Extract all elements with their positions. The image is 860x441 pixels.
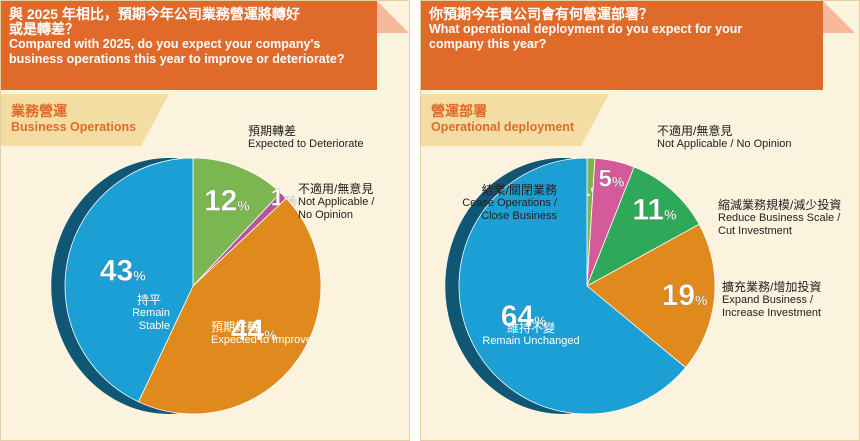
label-cease-zh: 結業/關閉業務 [481, 183, 557, 197]
label-cease-en-2: Close Business [481, 210, 557, 222]
operational-deployment-panel: 你預期今年貴公司會有何營運部署？ What operational deploy… [420, 0, 860, 441]
question-zh-line-2: 或是轉差？ [9, 21, 79, 37]
section-title-en: Operational deployment [431, 120, 575, 134]
pie-value-label-2: 44% [231, 314, 277, 347]
label-cease: 結業/關閉業務 Cease Operations / Close Busines… [439, 184, 557, 223]
question-zh: 你預期今年貴公司會有何營運部署？ [429, 6, 653, 22]
question-en-line-2: company this year? [429, 37, 547, 51]
label-na: 不適用/無意見 Not Applicable / No Opinion [657, 125, 792, 151]
pie-slice-2 [586, 166, 700, 287]
pie-slice-3 [586, 223, 716, 369]
section-band [1, 94, 141, 146]
label-expand-en-1: Expand Business / [722, 294, 814, 306]
section-title-zh: 營運部署 [431, 103, 487, 119]
question-en-line-1: What operational deployment do you expec… [429, 22, 743, 36]
header-fold [823, 1, 855, 33]
label-na-en: Not Applicable / No Opinion [657, 138, 792, 150]
label-stable-en: Remain Stable [132, 307, 170, 332]
section-title-en: Business Operations [11, 120, 137, 134]
label-expand-en-2: Increase Investment [722, 307, 822, 319]
pie-slice-0 [192, 157, 282, 288]
pie-slice-2 [137, 197, 322, 415]
header-fold [377, 1, 409, 33]
question-header [421, 1, 823, 90]
label-reduce-zh: 縮減業務規模/減少投資 [718, 198, 842, 212]
question-text: 與 2025 年相比，預期今年公司業務營運將轉好 或是轉差？ Compared … [9, 7, 375, 67]
label-stable-zh: 持平 [136, 293, 161, 307]
label-na-zh: 不適用/無意見 [657, 124, 733, 138]
label-improve-en: Expected to Improve [211, 334, 312, 346]
label-reduce-en-2: Cut Investment [718, 225, 792, 237]
label-reduce: 縮減業務規模/減少投資 Reduce Business Scale / Cut … [718, 199, 841, 238]
business-operations-pie: 12% 1%44%43% [51, 157, 322, 415]
operational-deployment-pie: 1%5%11%19%64% [445, 157, 716, 415]
label-na-en-1: Not Applicable / [298, 196, 375, 208]
question-zh-line-1: 與 2025 年相比，預期今年公司業務營運將轉好 [9, 6, 300, 22]
label-reduce-en-1: Reduce Business Scale / [718, 212, 841, 224]
pie-value-label-3: 19% [662, 279, 708, 312]
pie-slice-4 [458, 157, 687, 415]
label-deteriorate: 預期轉差 Expected to Deteriorate [248, 125, 364, 151]
section-title-zh: 業務營運 [11, 103, 67, 119]
label-improve: 預期好轉 Expected to Improve [211, 321, 312, 347]
label-na: 不適用/無意見 Not Applicable / No Opinion [298, 183, 374, 222]
label-na-zh: 不適用/無意見 [298, 182, 374, 196]
pie-value-label-0: 12% [204, 184, 250, 217]
label-maintain-en: Remain Unchanged [482, 335, 580, 347]
label-improve-zh: 預期好轉 [211, 320, 260, 334]
section-band-fold [581, 94, 609, 146]
label-expand: 擴充業務/增加投資 Expand Business / Increase Inv… [722, 281, 821, 320]
section-band-fold [141, 94, 169, 146]
section-band [421, 94, 581, 146]
label-deteriorate-zh: 預期轉差 [248, 124, 297, 138]
label-expand-zh: 擴充業務/增加投資 [722, 280, 822, 294]
pie-value-label-2: 11% [632, 193, 677, 226]
question-text: 你預期今年貴公司會有何營運部署？ What operational deploy… [429, 7, 825, 52]
question-en-line-1: Compared with 2025, do you expect your c… [9, 37, 321, 51]
label-stable: 持平 Remain Stable [98, 294, 170, 333]
pie-value-label-3: 43% [100, 254, 146, 287]
label-na-en-2: No Opinion [298, 209, 354, 221]
label-deteriorate-en: Expected to Deteriorate [248, 138, 364, 150]
label-maintain: 維持不變 Remain Unchanged [481, 322, 581, 348]
question-en-line-2: business operations this year to improve… [9, 52, 345, 66]
label-cease-en-1: Cease Operations / [462, 197, 557, 209]
pie-slice-3 [64, 157, 194, 403]
pie-value-label-4: 64% [501, 300, 547, 333]
pie-value-label-1: 5% [599, 166, 625, 193]
label-maintain-zh: 維持不變 [506, 321, 555, 335]
question-header [1, 1, 377, 90]
business-operations-panel: 與 2025 年相比，預期今年公司業務營運將轉好 或是轉差？ Compared … [0, 0, 410, 441]
